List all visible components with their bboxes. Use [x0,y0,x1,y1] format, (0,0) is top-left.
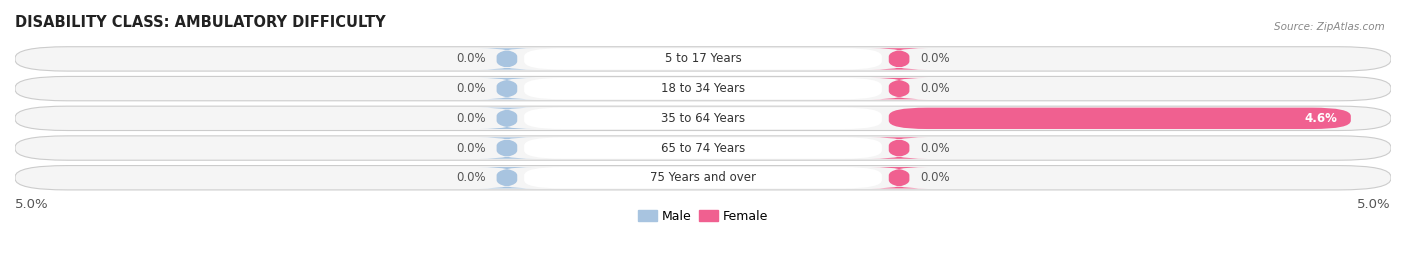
FancyBboxPatch shape [15,76,1391,101]
FancyBboxPatch shape [524,48,882,70]
FancyBboxPatch shape [478,167,536,189]
Text: 0.0%: 0.0% [921,82,950,95]
Text: 0.0%: 0.0% [456,171,485,184]
Text: DISABILITY CLASS: AMBULATORY DIFFICULTY: DISABILITY CLASS: AMBULATORY DIFFICULTY [15,15,385,30]
Text: 0.0%: 0.0% [921,52,950,65]
Text: Source: ZipAtlas.com: Source: ZipAtlas.com [1274,22,1385,31]
FancyBboxPatch shape [870,137,928,159]
Text: 75 Years and over: 75 Years and over [650,171,756,184]
Text: 4.6%: 4.6% [1305,112,1337,125]
Text: 18 to 34 Years: 18 to 34 Years [661,82,745,95]
FancyBboxPatch shape [524,78,882,99]
Text: 65 to 74 Years: 65 to 74 Years [661,141,745,154]
Text: 5 to 17 Years: 5 to 17 Years [665,52,741,65]
FancyBboxPatch shape [870,78,928,99]
FancyBboxPatch shape [870,48,928,70]
FancyBboxPatch shape [524,108,882,129]
FancyBboxPatch shape [524,137,882,159]
Text: 0.0%: 0.0% [921,141,950,154]
FancyBboxPatch shape [478,137,536,159]
Text: 5.0%: 5.0% [1357,198,1391,211]
FancyBboxPatch shape [524,167,882,189]
Text: 35 to 64 Years: 35 to 64 Years [661,112,745,125]
Text: 0.0%: 0.0% [921,171,950,184]
Text: 0.0%: 0.0% [456,82,485,95]
FancyBboxPatch shape [15,106,1391,130]
FancyBboxPatch shape [478,48,536,70]
FancyBboxPatch shape [478,78,536,99]
Text: 0.0%: 0.0% [456,52,485,65]
Legend: Male, Female: Male, Female [633,205,773,228]
FancyBboxPatch shape [889,108,1351,129]
FancyBboxPatch shape [870,167,928,189]
FancyBboxPatch shape [478,108,536,129]
FancyBboxPatch shape [15,165,1391,190]
FancyBboxPatch shape [15,47,1391,71]
Text: 0.0%: 0.0% [456,112,485,125]
Text: 5.0%: 5.0% [15,198,49,211]
Text: 0.0%: 0.0% [456,141,485,154]
FancyBboxPatch shape [15,136,1391,160]
